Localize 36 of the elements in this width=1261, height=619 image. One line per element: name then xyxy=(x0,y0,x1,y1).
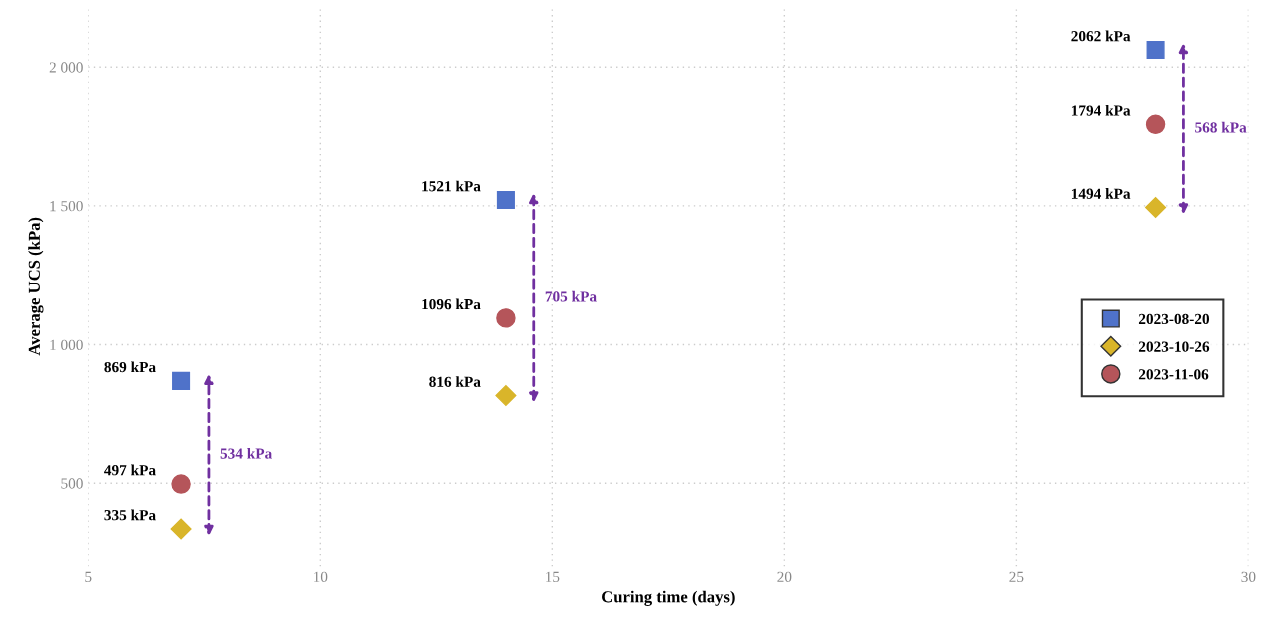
point xyxy=(1145,197,1167,219)
y-tick-label: 2 000 xyxy=(49,62,83,73)
x-tick-label: 5 xyxy=(85,571,92,582)
data-label: 497 kPa xyxy=(104,464,156,476)
data-label: 1494 kPa xyxy=(1071,188,1131,199)
point xyxy=(171,474,191,494)
point xyxy=(172,371,191,390)
legend-label: 2023-08-20 xyxy=(1138,313,1210,325)
data-label: 335 kPa xyxy=(104,509,156,521)
annotation: 534 kPa xyxy=(220,447,273,459)
data-label: 2062 kPa xyxy=(1071,30,1131,42)
data-label: 816 kPa xyxy=(429,376,481,387)
point xyxy=(496,308,516,328)
y-axis-title: Average UCS (kPa) xyxy=(28,217,44,356)
x-tick-label: 15 xyxy=(546,571,560,582)
data-label: 1794 kPa xyxy=(1071,104,1131,116)
point xyxy=(496,191,515,210)
x-tick-label: 30 xyxy=(1241,571,1256,582)
data-label: 1096 kPa xyxy=(422,298,481,310)
annotation: 705 kPa xyxy=(545,290,597,302)
data-label: 869 kPa xyxy=(104,361,156,373)
x-axis-title: Curing time (days) xyxy=(602,590,735,606)
x-tick-label: 20 xyxy=(777,571,792,582)
y-tick-label: 1 000 xyxy=(50,339,83,350)
y-tick-label: 1 500 xyxy=(50,201,83,212)
point xyxy=(1146,40,1165,60)
y-tick-label: 500 xyxy=(61,478,83,489)
point xyxy=(170,518,192,540)
legend-label: 2023-11-06 xyxy=(1138,369,1209,380)
annotation: 568 kPa xyxy=(1195,121,1247,133)
x-tick-label: 25 xyxy=(1009,571,1024,582)
data-label: 1521 kPa xyxy=(422,180,481,192)
point xyxy=(1145,114,1166,135)
legend-label: 2023-10-26 xyxy=(1138,341,1210,352)
x-tick-label: 10 xyxy=(314,571,328,582)
point xyxy=(495,385,517,407)
